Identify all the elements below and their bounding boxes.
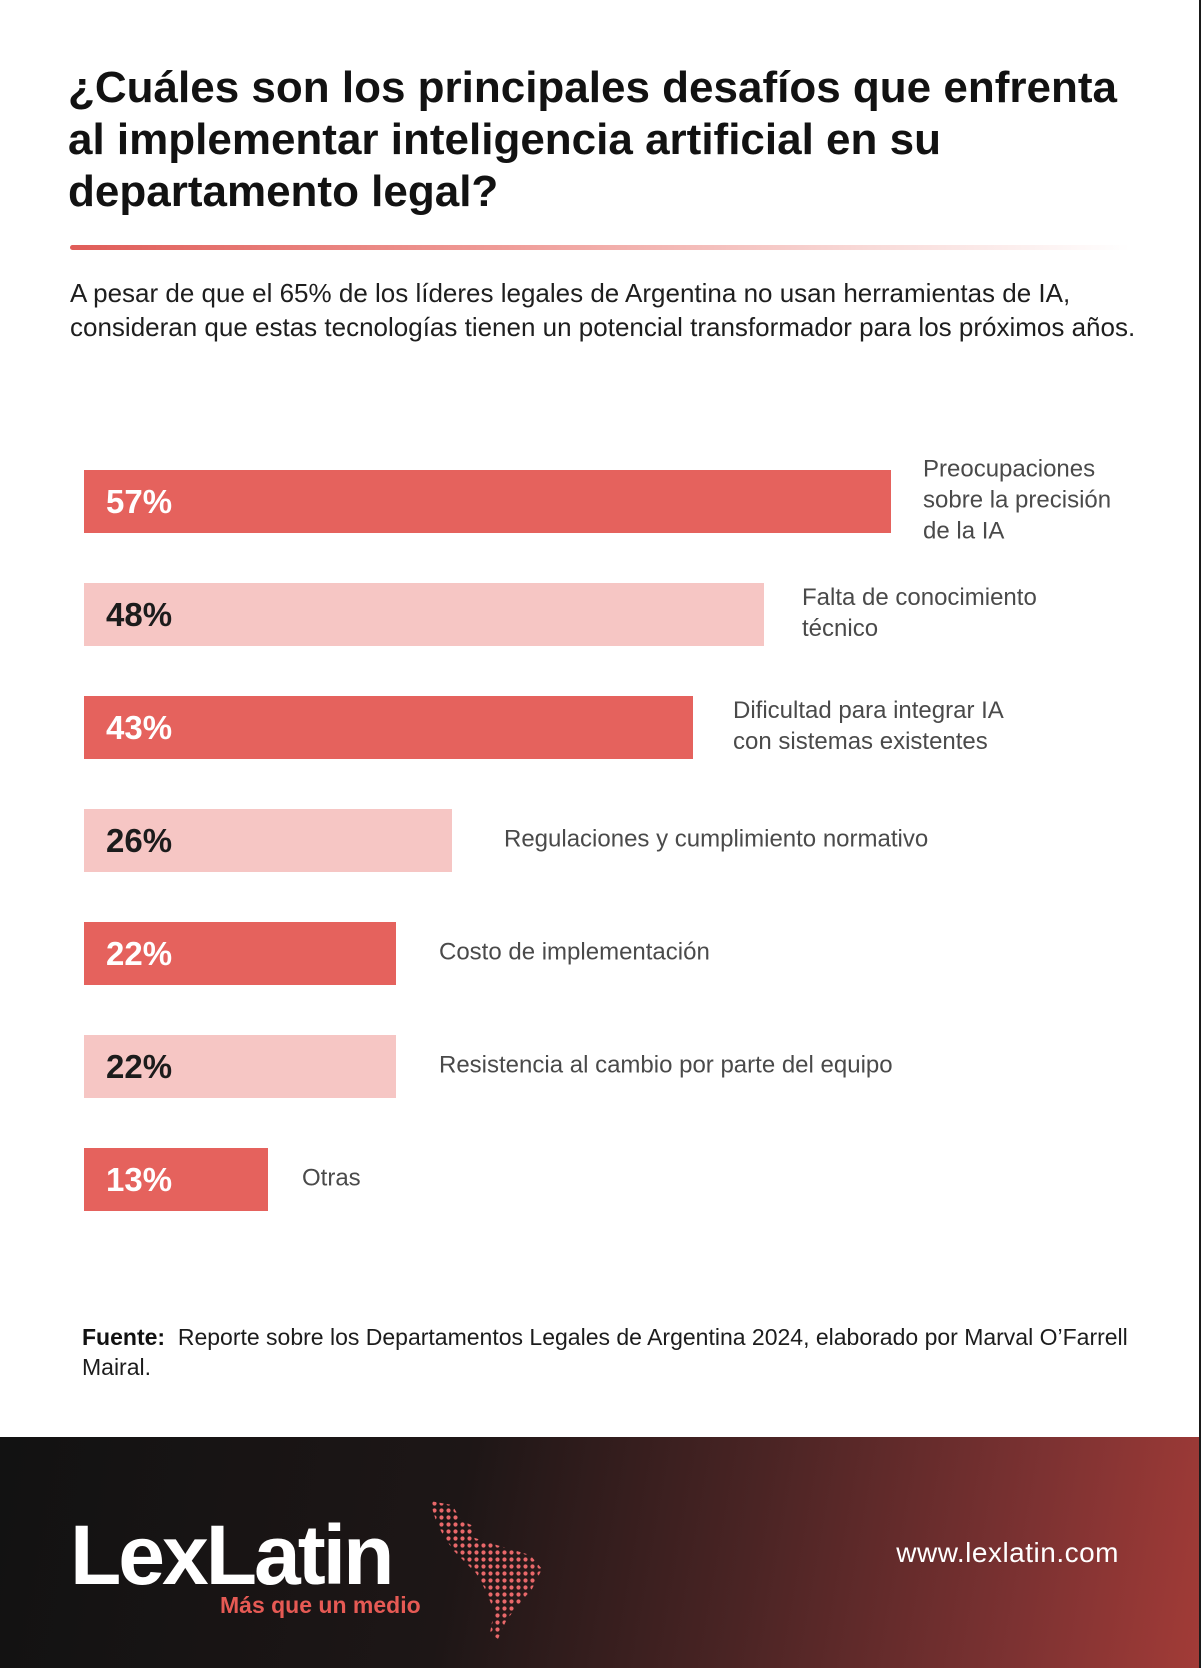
logo-wordmark: LexLatin (70, 1508, 394, 1602)
bar-value-label: 22% (106, 935, 173, 972)
bar: 22% (84, 922, 396, 985)
category-label: Regulaciones y cumplimiento normativo (504, 823, 928, 854)
category-label-line: Regulaciones y cumplimiento normativo (504, 825, 929, 852)
logo-tagline: Más que un medio (220, 1592, 421, 1618)
category-label-line: sobre la precisión (923, 486, 1112, 513)
website-link[interactable]: www.lexlatin.com (896, 1537, 1119, 1568)
category-label: Preocupaciones sobre la precisión de la IA (923, 453, 1111, 546)
latin-america-map-icon (430, 1501, 542, 1639)
category-label-line: Costo de implementación (439, 938, 710, 965)
category-label-line: técnico (802, 614, 879, 642)
bar: 22% (84, 1035, 396, 1098)
source-note: Fuente: Reporte sobre los Departamentos … (82, 1322, 1142, 1382)
category-label-line: de la IA (923, 517, 1005, 544)
bar-value-label: 43% (106, 709, 173, 746)
category-label: Costo de implementación (439, 936, 710, 967)
title-divider (70, 245, 1130, 250)
footer-banner: LexLatin Más que un medio www.lexlatin.c… (0, 1437, 1199, 1668)
category-label-line: Dificultad para integrar IA (733, 696, 1004, 724)
bar-value-label: 48% (106, 596, 173, 633)
category-label: Dificultad para integrar IA con sistemas … (733, 695, 1004, 757)
bar-value-label: 22% (106, 1048, 173, 1085)
bar: 26% (84, 809, 452, 872)
bar-chart: 57% Preocupaciones sobre la precisión de la… (84, 455, 1184, 1230)
chart-title: ¿Cuáles son los principales desafíos que… (68, 63, 1117, 216)
bar: 48% (84, 583, 764, 646)
lexlatin-logo[interactable]: LexLatin Más que un medio (70, 1501, 542, 1639)
category-label-line: Preocupaciones (923, 455, 1096, 482)
category-label: Resistencia al cambio por parte del equi… (439, 1049, 893, 1080)
category-label: Otras (302, 1162, 361, 1193)
category-label: Falta de conocimiento técnico (802, 582, 1037, 644)
bar: 57% (84, 470, 891, 533)
source-prefix: Fuente: (82, 1324, 166, 1350)
bar-value-label: 13% (106, 1161, 173, 1198)
page-right-border (1199, 0, 1201, 1668)
category-label-line: Otras (302, 1164, 361, 1191)
bar-value-label: 26% (106, 822, 173, 859)
category-label-line: Resistencia al cambio por parte del equi… (439, 1051, 893, 1078)
source-text: Reporte sobre los Departamentos Legales … (82, 1324, 1128, 1380)
category-label-line: Falta de conocimiento (802, 583, 1037, 611)
bar: 43% (84, 696, 693, 759)
bar-value-label: 57% (106, 483, 173, 520)
chart-subtitle: A pesar de que el 65% de los líderes leg… (70, 278, 1136, 342)
bar: 13% (84, 1148, 268, 1211)
category-label-line: con sistemas existentes (733, 727, 988, 755)
